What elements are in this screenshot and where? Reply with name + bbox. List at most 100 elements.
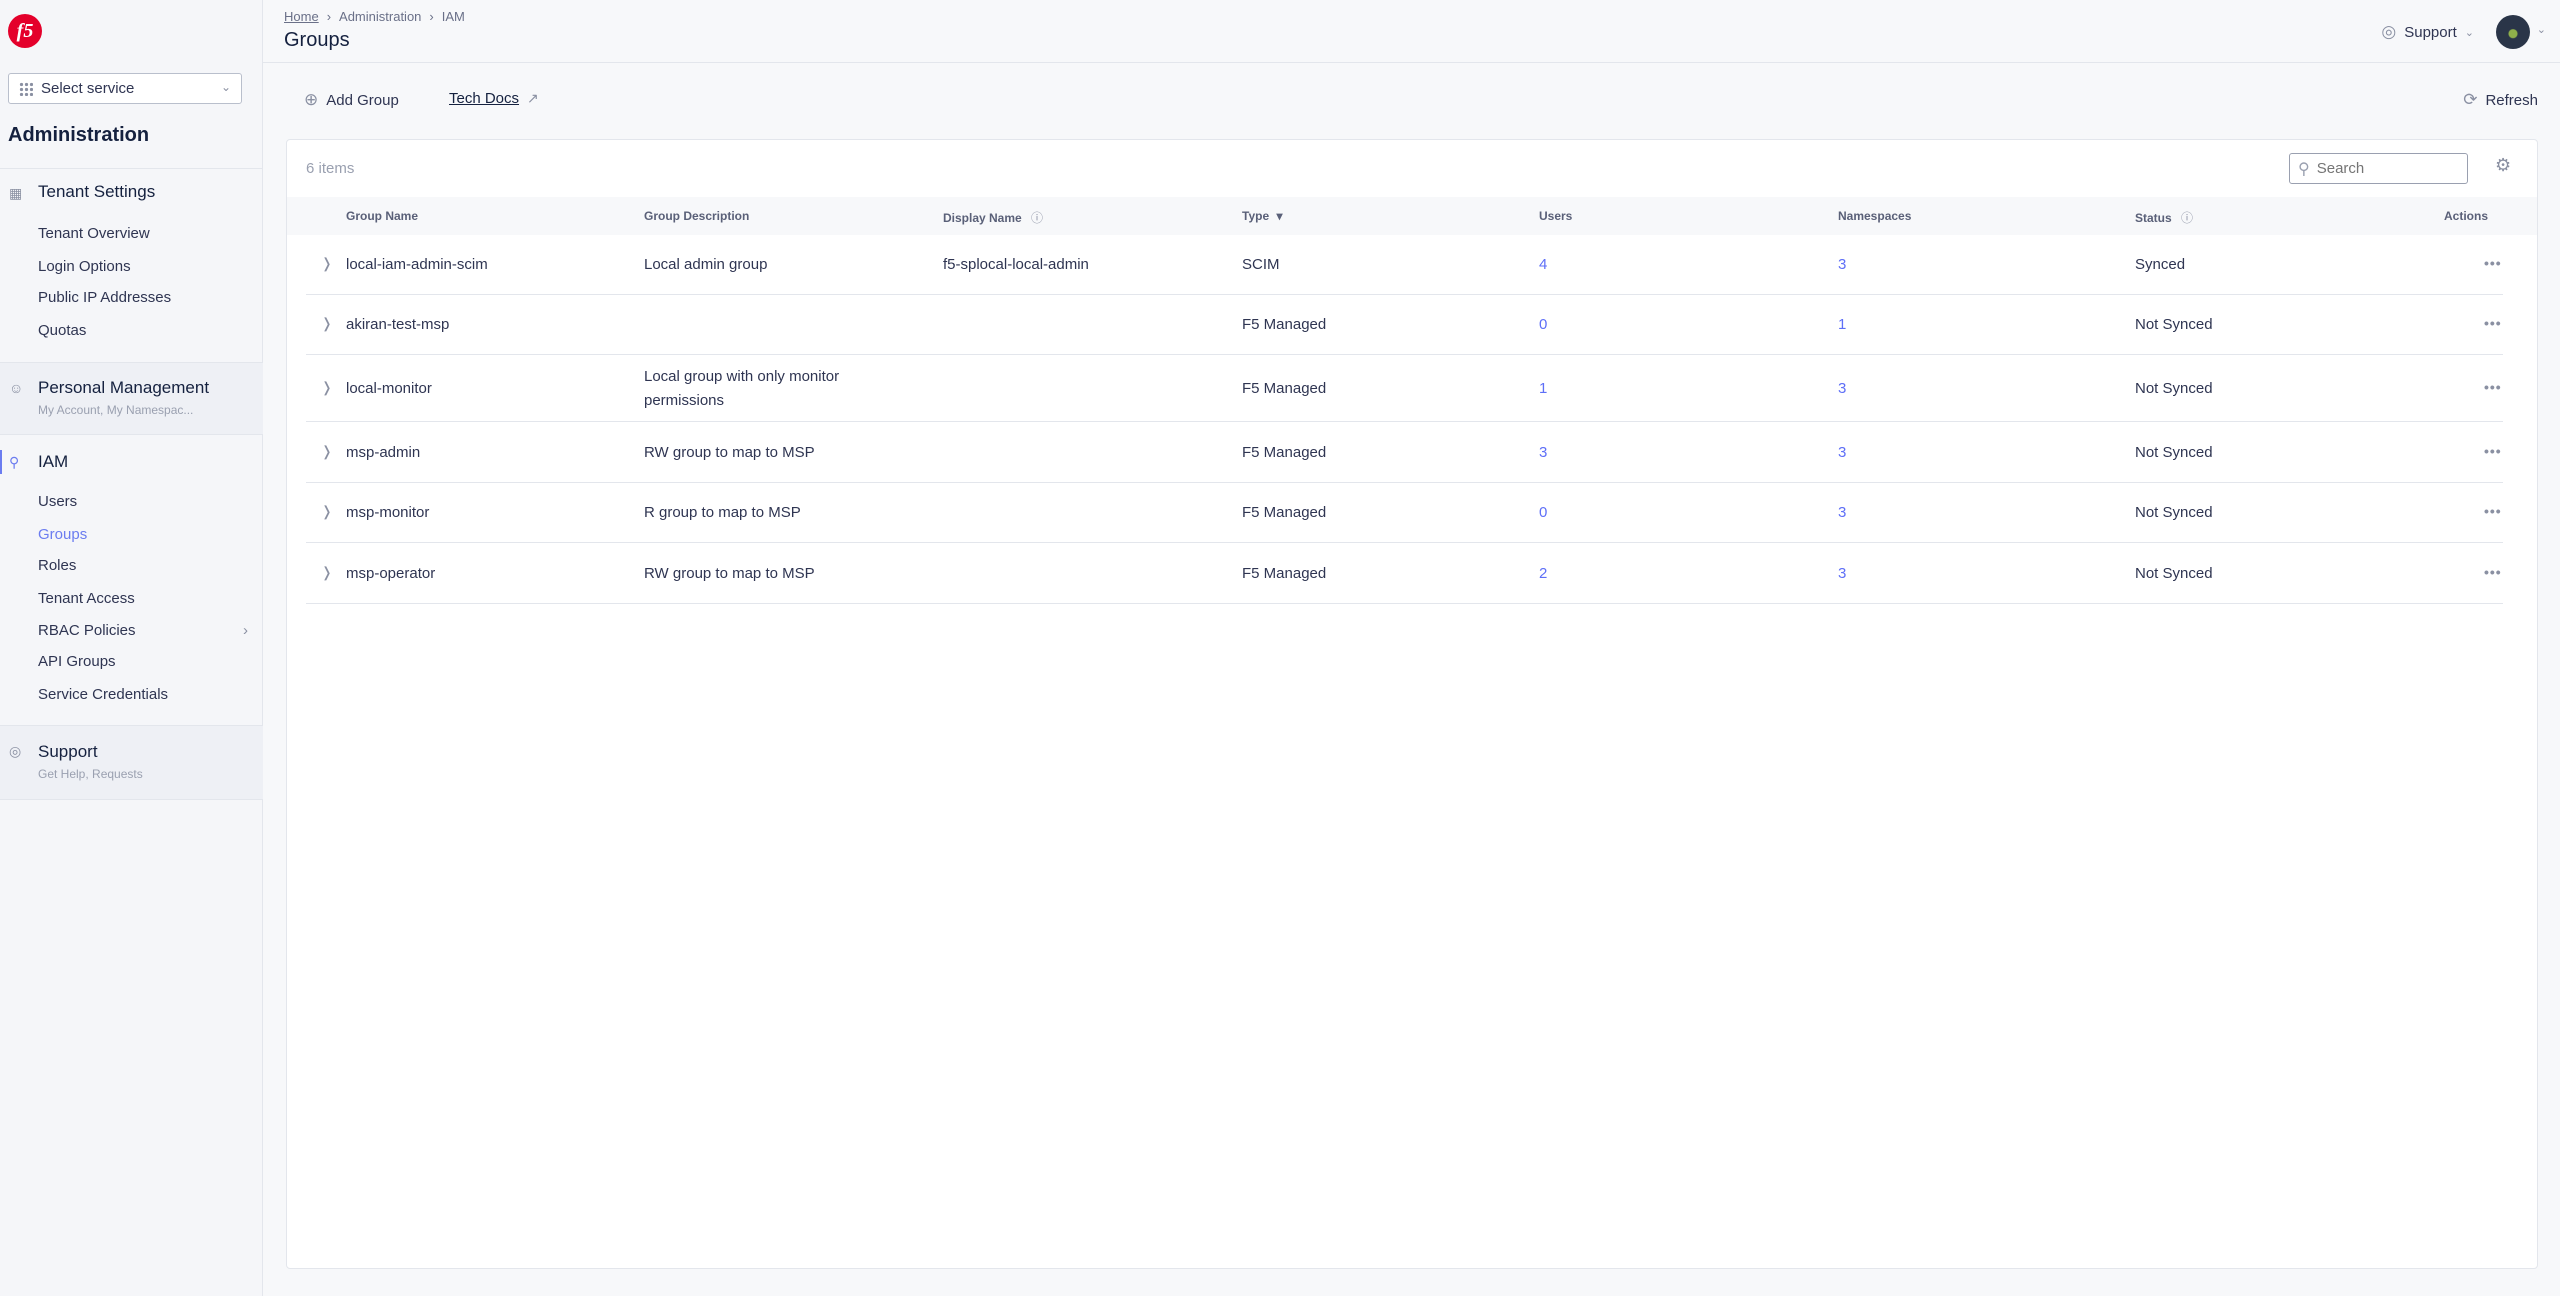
sidebar-item-users[interactable]: Users xyxy=(38,493,78,510)
group-description-cell: RW group to map to MSP xyxy=(644,443,815,461)
row-actions-more-icon[interactable]: ••• xyxy=(2484,563,2502,580)
sidebar: f5 Select service ⌄ Administration ▦ Ten… xyxy=(0,0,263,1296)
group-description-cell: RW group to map to MSP xyxy=(644,564,815,582)
users-link[interactable]: 2 xyxy=(1539,564,1548,582)
sidebar-item-api-groups[interactable]: API Groups xyxy=(38,653,116,670)
f5-logo[interactable]: f5 xyxy=(8,14,42,48)
sidebar-section-iam[interactable]: ⚲ IAM xyxy=(0,450,263,474)
namespaces-link[interactable]: 1 xyxy=(1838,316,1847,333)
breadcrumb-home[interactable]: Home xyxy=(284,9,319,24)
users-link[interactable]: 0 xyxy=(1539,316,1548,333)
divider xyxy=(0,434,263,435)
add-group-button[interactable]: ⊕ Add Group xyxy=(304,90,399,110)
chevron-down-icon: ⌄ xyxy=(220,80,231,94)
chevron-down-icon[interactable]: ⌄ xyxy=(2536,24,2546,36)
column-header-actions: Actions xyxy=(2444,209,2489,223)
sidebar-item-groups[interactable]: Groups xyxy=(38,526,88,543)
refresh-label: Refresh xyxy=(2485,91,2538,109)
status-cell: Not Synced xyxy=(2135,316,2213,333)
users-link[interactable]: 0 xyxy=(1539,504,1548,521)
column-label: Display Name xyxy=(943,211,1022,225)
select-service-dropdown[interactable]: Select service ⌄ xyxy=(8,73,242,104)
expand-chevron-icon[interactable]: ❭ xyxy=(321,503,333,519)
row-actions-more-icon[interactable]: ••• xyxy=(2484,315,2502,331)
sidebar-item-public-ip-addresses[interactable]: Public IP Addresses xyxy=(38,289,172,306)
sidebar-item-login-options[interactable]: Login Options xyxy=(38,258,131,275)
group-description-cell: R group to map to MSP xyxy=(644,504,801,521)
namespaces-link[interactable]: 3 xyxy=(1838,379,1847,397)
column-header-group-name[interactable]: Group Name xyxy=(346,209,419,223)
column-header-namespaces[interactable]: Namespaces xyxy=(1838,209,1912,223)
avatar[interactable] xyxy=(2496,15,2530,49)
sidebar-item-tenant-access[interactable]: Tenant Access xyxy=(38,590,135,607)
table-row[interactable]: ❭ msp-admin RW group to map to MSP F5 Manag… xyxy=(306,422,2503,483)
row-actions-more-icon[interactable]: ••• xyxy=(2484,255,2502,271)
expand-chevron-icon[interactable]: ❭ xyxy=(321,563,333,580)
row-actions-more-icon[interactable]: ••• xyxy=(2484,503,2502,519)
expand-chevron-icon[interactable]: ❭ xyxy=(321,315,333,331)
namespaces-link[interactable]: 3 xyxy=(1838,564,1847,582)
sidebar-item-tenant-overview[interactable]: Tenant Overview xyxy=(38,225,150,242)
users-link[interactable]: 1 xyxy=(1539,379,1548,397)
table-settings-gear-icon[interactable]: ⚙ xyxy=(2495,155,2512,175)
expand-chevron-icon[interactable]: ❭ xyxy=(321,442,333,459)
info-icon[interactable]: ⓘ xyxy=(2181,211,2194,225)
external-link-icon: ↗ xyxy=(527,90,539,106)
column-header-display-name[interactable]: Display Name ⓘ xyxy=(943,209,1043,226)
tech-docs-link[interactable]: Tech Docs ↗ xyxy=(449,90,539,107)
status-cell: Not Synced xyxy=(2135,379,2213,397)
sidebar-section-support[interactable]: ◎ Support Get Help, Requests xyxy=(0,726,263,799)
breadcrumb: Home › Administration › IAM xyxy=(284,9,465,24)
type-cell: F5 Managed xyxy=(1242,504,1327,521)
sidebar-item-rbac-policies[interactable]: RBAC Policies › xyxy=(38,622,248,639)
refresh-button[interactable]: ⟳ Refresh xyxy=(2463,90,2538,110)
table-row[interactable]: ❭ local-iam-admin-scim Local admin group f5… xyxy=(306,235,2503,295)
column-header-users[interactable]: Users xyxy=(1539,209,1573,223)
row-actions-more-icon[interactable]: ••• xyxy=(2484,378,2502,395)
page-title: Groups xyxy=(284,29,350,51)
users-link[interactable]: 4 xyxy=(1539,256,1548,273)
sidebar-item-label: RBAC Policies xyxy=(38,622,136,639)
sidebar-section-subtitle: My Account, My Namespac... xyxy=(38,403,194,417)
group-name-cell: msp-operator xyxy=(346,564,436,582)
info-icon[interactable]: ⓘ xyxy=(1031,211,1044,225)
namespaces-link[interactable]: 3 xyxy=(1838,504,1847,521)
table-row[interactable]: ❭ local-monitor Local group with only moni… xyxy=(306,355,2503,422)
chevron-right-icon: › xyxy=(326,9,332,24)
breadcrumb-administration: Administration xyxy=(339,9,422,24)
table-row[interactable]: ❭ msp-operator RW group to map to MSP F5 Ma… xyxy=(306,543,2503,604)
sidebar-section-personal-management[interactable]: ☺ Personal Management My Account, My Nam… xyxy=(0,363,263,434)
namespaces-link[interactable]: 3 xyxy=(1838,443,1847,461)
sort-down-icon[interactable]: ▾ xyxy=(1276,209,1283,223)
user-gear-icon: ☺ xyxy=(9,380,24,396)
sidebar-section-subtitle: Get Help, Requests xyxy=(38,767,143,781)
support-menu-button[interactable]: ◎ Support ⌄ xyxy=(2381,22,2474,42)
sidebar-section-title: Support xyxy=(38,742,98,761)
type-cell: F5 Managed xyxy=(1242,379,1327,397)
column-header-status[interactable]: Status ⓘ xyxy=(2135,209,2193,226)
search-input[interactable] xyxy=(2316,160,2457,177)
sidebar-item-quotas[interactable]: Quotas xyxy=(38,322,87,339)
chevron-right-icon: › xyxy=(429,9,434,24)
refresh-icon: ⟳ xyxy=(2463,90,2478,109)
groups-table-card: 6 items ⚲ ⚙ Group Name Group Description… xyxy=(286,139,2538,1269)
select-service-label: Select service xyxy=(41,80,135,97)
support-label: Support xyxy=(2404,23,2457,41)
table-row[interactable]: ❭ akiran-test-msp F5 Managed 0 1 Not Synced ••… xyxy=(306,295,2503,355)
table-row[interactable]: ❭ msp-monitor R group to map to MSP F5 Mana… xyxy=(306,483,2503,543)
expand-chevron-icon[interactable]: ❭ xyxy=(321,255,333,271)
sidebar-item-service-credentials[interactable]: Service Credentials xyxy=(38,686,169,703)
page-header: Home › Administration › IAM Groups ◎ Support… xyxy=(263,0,2560,63)
group-name-cell: msp-admin xyxy=(346,443,421,461)
table-header: Group Name Group Description Display Nam… xyxy=(287,197,2537,235)
search-field[interactable]: ⚲ xyxy=(2289,153,2468,184)
column-header-type[interactable]: Type ▾ xyxy=(1242,209,1283,223)
row-actions-more-icon[interactable]: ••• xyxy=(2484,442,2502,459)
users-link[interactable]: 3 xyxy=(1539,443,1548,461)
sidebar-item-roles[interactable]: Roles xyxy=(38,557,77,574)
expand-chevron-icon[interactable]: ❭ xyxy=(321,378,333,395)
column-label: Status xyxy=(2135,211,2172,225)
namespaces-link[interactable]: 3 xyxy=(1838,256,1847,273)
group-name-cell: akiran-test-msp xyxy=(346,316,450,333)
column-header-group-description[interactable]: Group Description xyxy=(644,209,750,223)
